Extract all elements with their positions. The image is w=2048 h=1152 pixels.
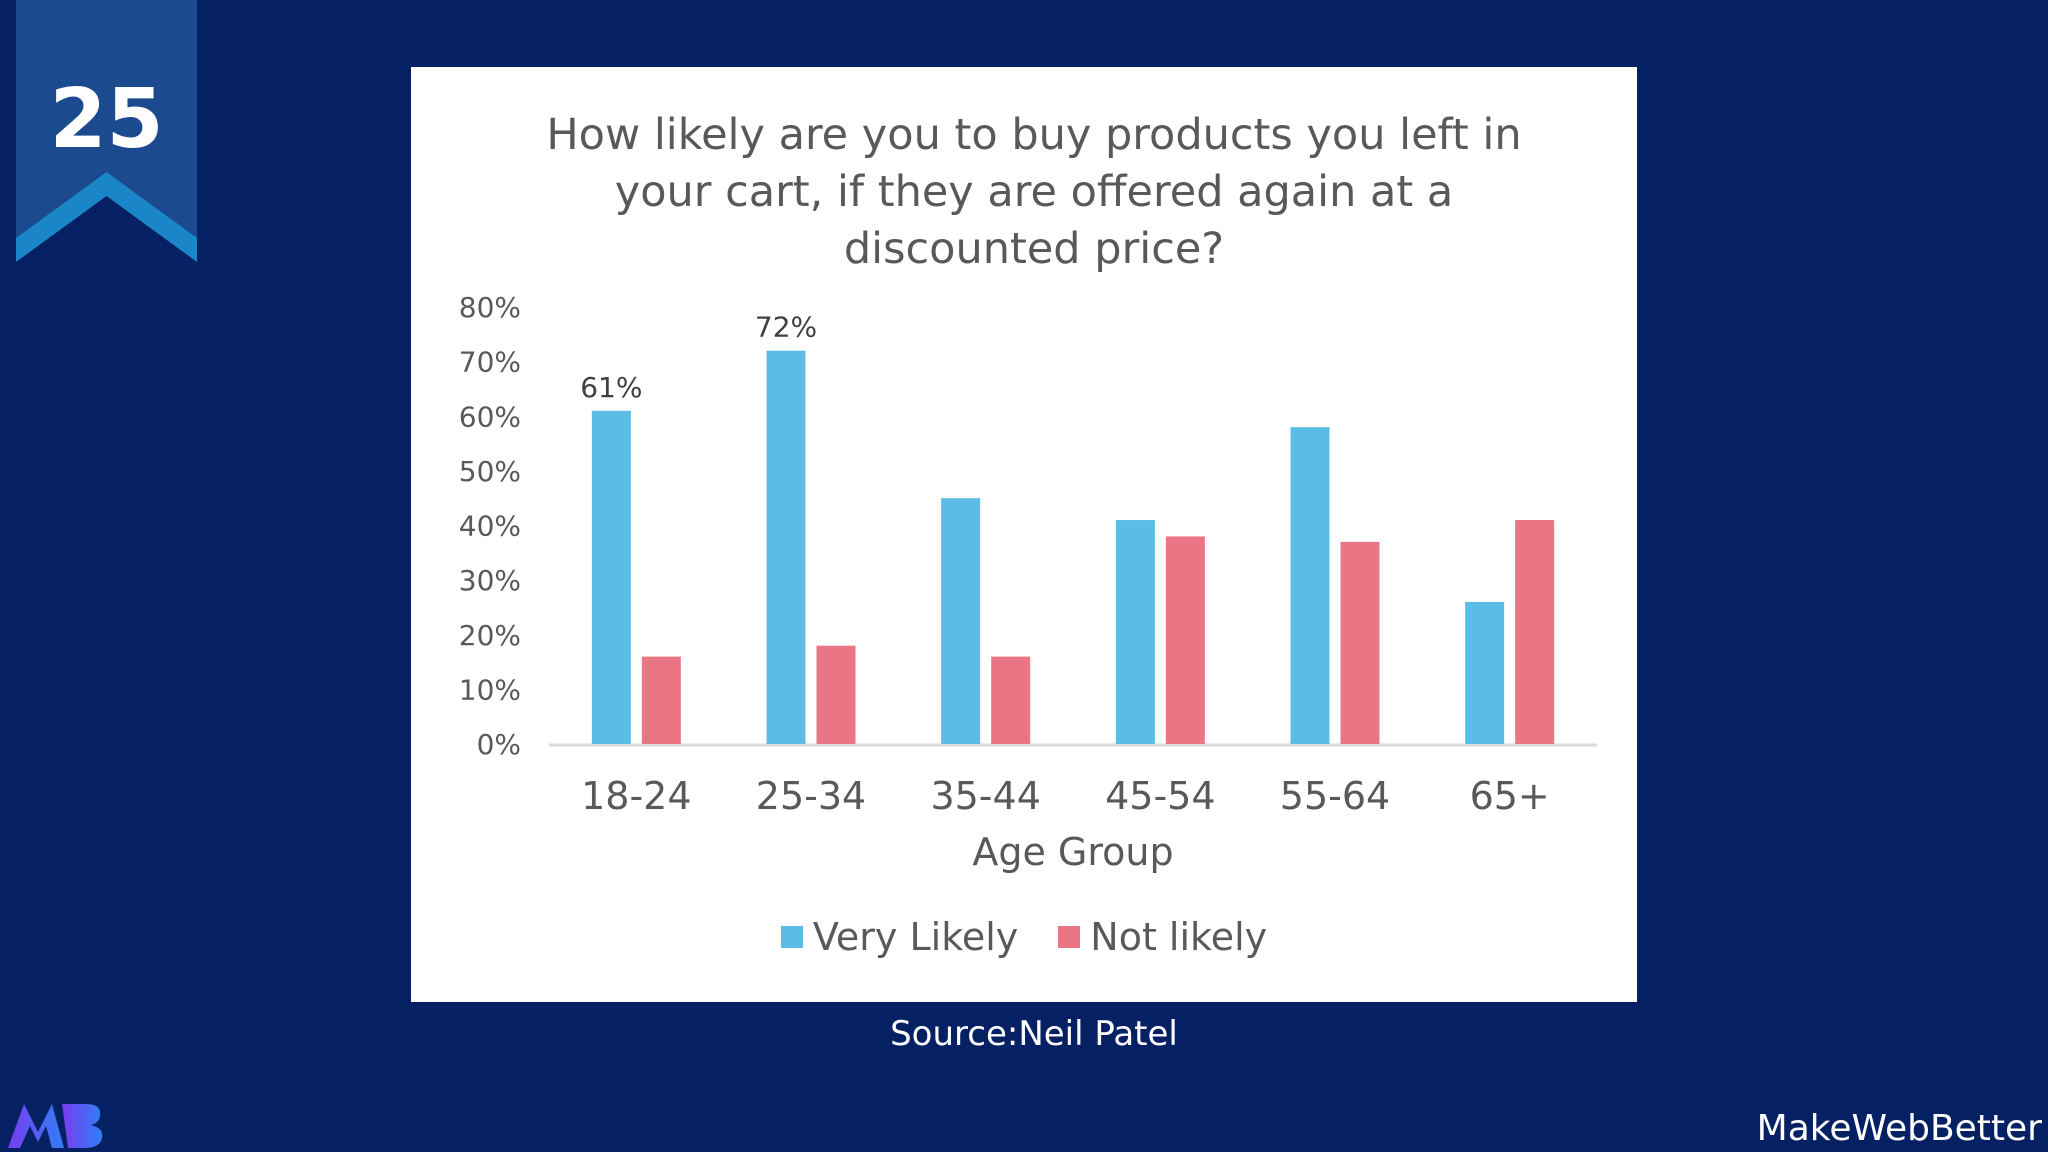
slide-badge	[16, 0, 197, 262]
chart-title: How likely are you to buy products you l…	[411, 107, 1657, 278]
legend-label-not-likely: Not likely	[1090, 915, 1268, 959]
bar-not-likely-45-54	[1165, 536, 1205, 744]
legend-item-very-likely: Very Likely	[780, 915, 1019, 959]
legend-label-very-likely: Very Likely	[812, 915, 1019, 959]
y-tick-label: 80%	[459, 291, 521, 324]
makewebbetter-logo-icon	[8, 1104, 103, 1148]
slide-number: 25	[49, 72, 164, 167]
x-tick-label: 45-54	[1105, 774, 1215, 818]
brand-name: MakeWebBetter	[1756, 1108, 2042, 1149]
bar-very-likely-45-54	[1115, 520, 1155, 744]
y-tick-label: 10%	[459, 673, 521, 706]
x-tick-label: 55-64	[1280, 774, 1390, 818]
legend-swatch-not-likely	[1058, 926, 1081, 948]
y-tick-label: 60%	[459, 400, 521, 433]
legend-swatch-very-likely	[780, 926, 803, 948]
y-tick-label: 30%	[459, 564, 521, 597]
legend-item-not-likely: Not likely	[1058, 915, 1267, 959]
bar-not-likely-25-34	[816, 645, 856, 744]
source-caption: Source:Neil Patel	[890, 1014, 1178, 1054]
bar-chart: 0% 10% 20% 30% 40% 50% 60% 70% 80% 18-24 25-34 35-4…	[459, 291, 1597, 874]
bar-not-likely-35-44	[991, 656, 1031, 744]
y-tick-label: 70%	[459, 346, 521, 379]
bar-not-likely-18-24	[641, 656, 681, 744]
x-axis-title: Age Group	[972, 830, 1173, 874]
y-tick-label: 0%	[477, 728, 521, 761]
bar-very-likely-18-24	[591, 410, 631, 744]
x-tick-label: 25-34	[756, 774, 866, 818]
data-label: 61%	[580, 371, 642, 404]
bar-very-likely-65+	[1465, 601, 1505, 744]
bar-very-likely-55-64	[1290, 427, 1330, 744]
y-tick-label: 40%	[459, 510, 521, 543]
chart-title-line-2: your cart, if they are offered again at …	[614, 167, 1454, 217]
x-tick-label: 18-24	[581, 774, 691, 818]
chart-title-line-3: discounted price?	[843, 224, 1225, 274]
data-label: 72%	[755, 311, 817, 344]
bar-very-likely-35-44	[941, 498, 981, 744]
y-tick-label: 20%	[459, 619, 521, 652]
bar-not-likely-55-64	[1340, 541, 1380, 744]
bar-very-likely-25-34	[766, 350, 806, 744]
x-tick-label: 65+	[1470, 774, 1550, 818]
chart-legend: Very Likely Not likely	[411, 915, 1637, 959]
chart-card: How likely are you to buy products you l…	[411, 67, 1637, 1002]
chart-title-line-1: How likely are you to buy products you l…	[546, 110, 1522, 160]
x-tick-label: 35-44	[930, 774, 1040, 818]
y-tick-label: 50%	[459, 455, 521, 488]
bar-not-likely-65+	[1515, 520, 1555, 744]
